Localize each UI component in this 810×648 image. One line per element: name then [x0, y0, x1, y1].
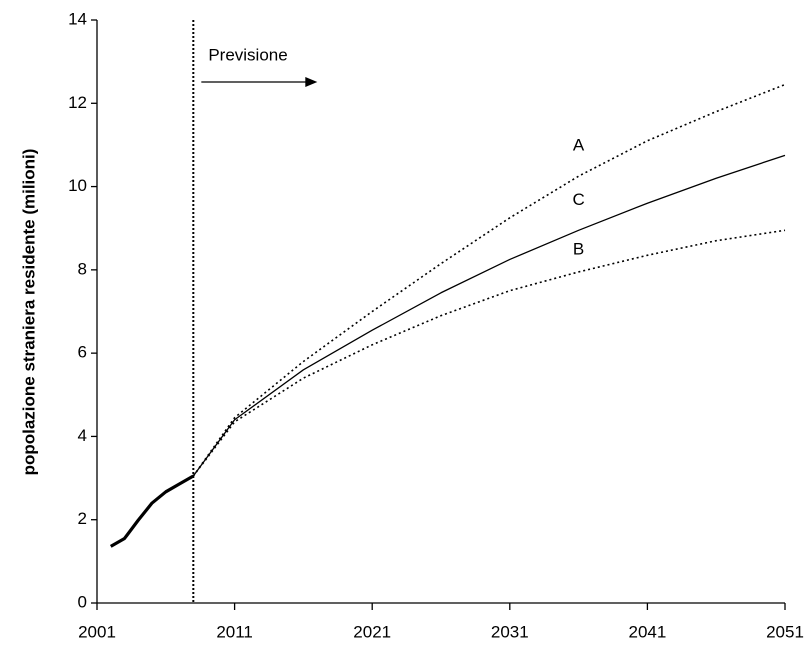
- series-label: A: [573, 136, 585, 155]
- arrow-head: [305, 77, 318, 87]
- x-tick-label: 2001: [78, 622, 116, 641]
- y-tick-label: 14: [68, 9, 87, 28]
- series-line: [192, 154, 786, 477]
- y-axis-label: popolazione straniera residente (milioni…: [19, 149, 38, 476]
- y-tick-label: 0: [78, 592, 87, 611]
- x-tick-label: 2021: [353, 622, 391, 641]
- series-label: C: [572, 190, 584, 209]
- series-line: [192, 83, 786, 477]
- y-tick-label: 8: [78, 259, 87, 278]
- annotation: Previsione: [208, 45, 287, 64]
- series-line: [192, 229, 786, 477]
- x-tick-label: 2051: [766, 622, 804, 641]
- y-tick-label: 10: [68, 176, 87, 195]
- series-label: B: [573, 239, 584, 258]
- y-tick-label: 4: [78, 426, 87, 445]
- x-tick-label: 2031: [491, 622, 529, 641]
- x-tick-label: 2011: [216, 622, 253, 641]
- x-tick-label: 2041: [628, 622, 666, 641]
- y-tick-label: 6: [78, 343, 87, 362]
- y-tick-label: 2: [78, 509, 87, 528]
- series-line: [109, 474, 195, 548]
- y-tick-label: 12: [68, 93, 87, 112]
